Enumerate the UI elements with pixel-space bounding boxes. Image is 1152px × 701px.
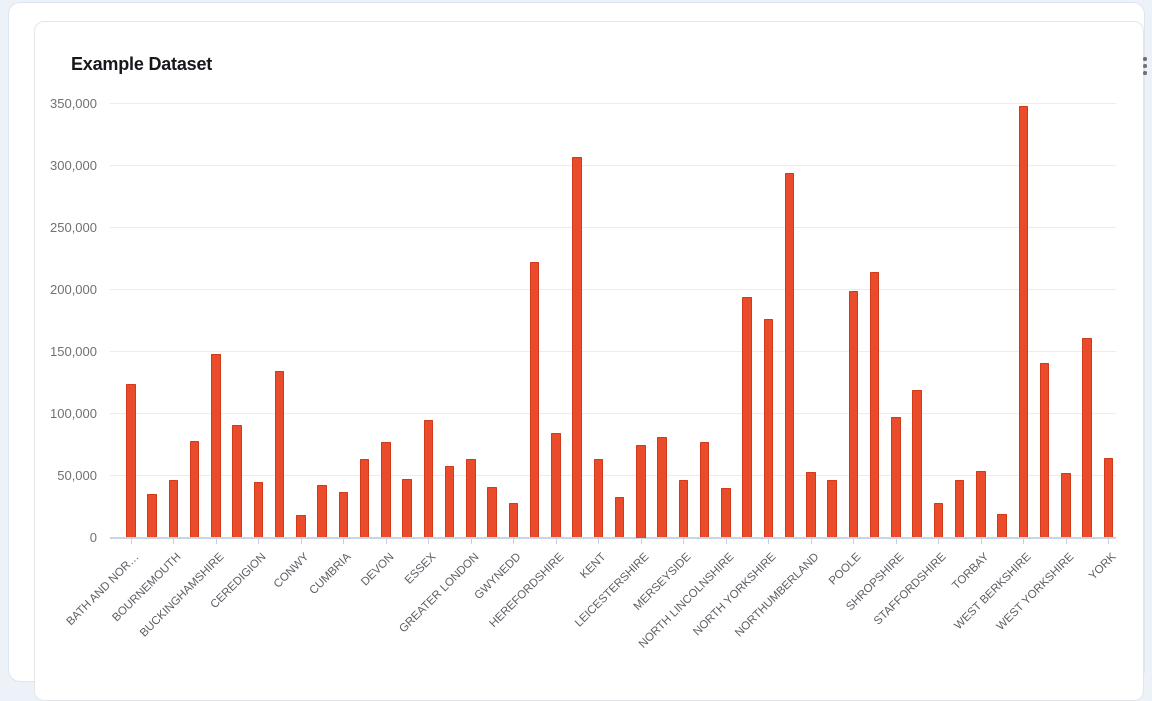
y-axis-tick-label: 250,000 xyxy=(50,220,97,235)
x-axis-tick xyxy=(343,538,345,544)
x-axis-tick xyxy=(683,538,685,544)
bar[interactable] xyxy=(551,433,561,538)
y-gridline xyxy=(110,165,1116,166)
bar[interactable] xyxy=(976,470,986,538)
y-axis-tick-label: 100,000 xyxy=(50,406,97,421)
bar[interactable] xyxy=(274,371,285,538)
x-axis-tick xyxy=(215,538,217,544)
kebab-vertical-icon xyxy=(1143,64,1147,68)
bar[interactable] xyxy=(232,424,242,538)
bar[interactable] xyxy=(508,502,518,538)
bar[interactable] xyxy=(869,272,880,538)
outer-panel: Example Dataset xyxy=(8,2,1147,701)
y-axis-tick-label: 0 xyxy=(89,530,97,545)
bar[interactable] xyxy=(997,513,1007,538)
bar[interactable] xyxy=(678,480,688,538)
x-axis-tick xyxy=(1065,538,1067,544)
x-axis-tick xyxy=(810,538,812,544)
page-background: Example Dataset 0 50,000 100,000 150,000 200… xyxy=(8,2,1147,701)
y-gridline xyxy=(110,351,1116,352)
card-title: Example Dataset xyxy=(71,54,213,74)
bar[interactable] xyxy=(784,172,795,538)
y-axis-tick-label: 350,000 xyxy=(50,96,97,111)
x-axis-tick xyxy=(1023,538,1025,544)
y-gridline xyxy=(110,103,1116,104)
bar[interactable] xyxy=(721,487,731,538)
bar[interactable] xyxy=(699,442,710,538)
bar[interactable] xyxy=(848,290,858,538)
bar[interactable] xyxy=(444,465,455,538)
bar[interactable] xyxy=(402,479,412,538)
bar[interactable] xyxy=(359,459,370,538)
bar[interactable] xyxy=(827,480,837,538)
bar[interactable] xyxy=(806,471,816,538)
y-gridline xyxy=(110,227,1116,228)
x-axis-tick xyxy=(1108,538,1110,544)
x-axis-tick xyxy=(980,538,982,544)
y-axis-tick-label: 300,000 xyxy=(50,158,97,173)
bar[interactable] xyxy=(211,353,221,538)
bar[interactable] xyxy=(614,496,625,538)
bar-chart: 0 50,000 100,000 150,000 200,000 250,000 300,0… xyxy=(50,96,1119,650)
bar[interactable] xyxy=(529,262,540,538)
y-gridline xyxy=(110,475,1116,476)
x-axis-tick xyxy=(130,538,132,544)
y-gridline xyxy=(110,289,1116,290)
x-axis-tick xyxy=(513,538,515,544)
x-axis-tick xyxy=(598,538,600,544)
x-axis-tick xyxy=(725,538,727,544)
bar[interactable] xyxy=(954,480,965,538)
x-axis-tick xyxy=(258,538,260,544)
x-axis-tick xyxy=(555,538,557,544)
bar[interactable] xyxy=(572,156,582,538)
y-gridline xyxy=(110,413,1116,414)
y-axis-tick-label: 50,000 xyxy=(57,468,97,483)
bar[interactable] xyxy=(126,383,136,538)
kebab-vertical-icon xyxy=(1143,71,1147,75)
x-axis-tick xyxy=(385,538,387,544)
bar[interactable] xyxy=(487,486,497,538)
bar[interactable] xyxy=(763,319,773,538)
kebab-menu-button[interactable] xyxy=(1135,55,1152,77)
bar[interactable] xyxy=(912,389,922,538)
bar[interactable] xyxy=(742,296,752,538)
x-axis-tick xyxy=(853,538,855,544)
x-axis-tick xyxy=(895,538,897,544)
bar[interactable] xyxy=(1082,337,1092,538)
bar[interactable] xyxy=(381,442,391,538)
bar[interactable] xyxy=(1103,458,1113,538)
bar[interactable] xyxy=(466,459,476,538)
bar[interactable] xyxy=(657,437,667,538)
y-axis-tick-label: 150,000 xyxy=(50,344,97,359)
bar[interactable] xyxy=(593,459,603,538)
bar[interactable] xyxy=(317,485,327,538)
bar[interactable] xyxy=(1039,362,1050,538)
y-axis-tick-label: 200,000 xyxy=(50,282,97,297)
x-axis-tick xyxy=(428,538,430,544)
bar[interactable] xyxy=(338,491,348,538)
bar[interactable] xyxy=(168,480,178,538)
x-axis-tick xyxy=(173,538,175,544)
x-axis-tick xyxy=(768,538,770,544)
x-axis-tick xyxy=(640,538,642,544)
bar[interactable] xyxy=(1018,105,1028,538)
bar[interactable] xyxy=(1061,473,1071,538)
x-axis-line xyxy=(110,536,1116,539)
bar[interactable] xyxy=(189,440,200,538)
bar[interactable] xyxy=(147,494,157,538)
kebab-vertical-icon xyxy=(1143,57,1147,61)
x-axis-tick xyxy=(470,538,472,544)
x-axis-tick xyxy=(300,538,302,544)
bar[interactable] xyxy=(296,515,306,538)
bar[interactable] xyxy=(933,502,943,538)
bar[interactable] xyxy=(253,481,263,538)
x-axis-tick xyxy=(938,538,940,544)
bar[interactable] xyxy=(636,444,646,538)
bar[interactable] xyxy=(423,419,433,538)
bar[interactable] xyxy=(891,417,901,538)
